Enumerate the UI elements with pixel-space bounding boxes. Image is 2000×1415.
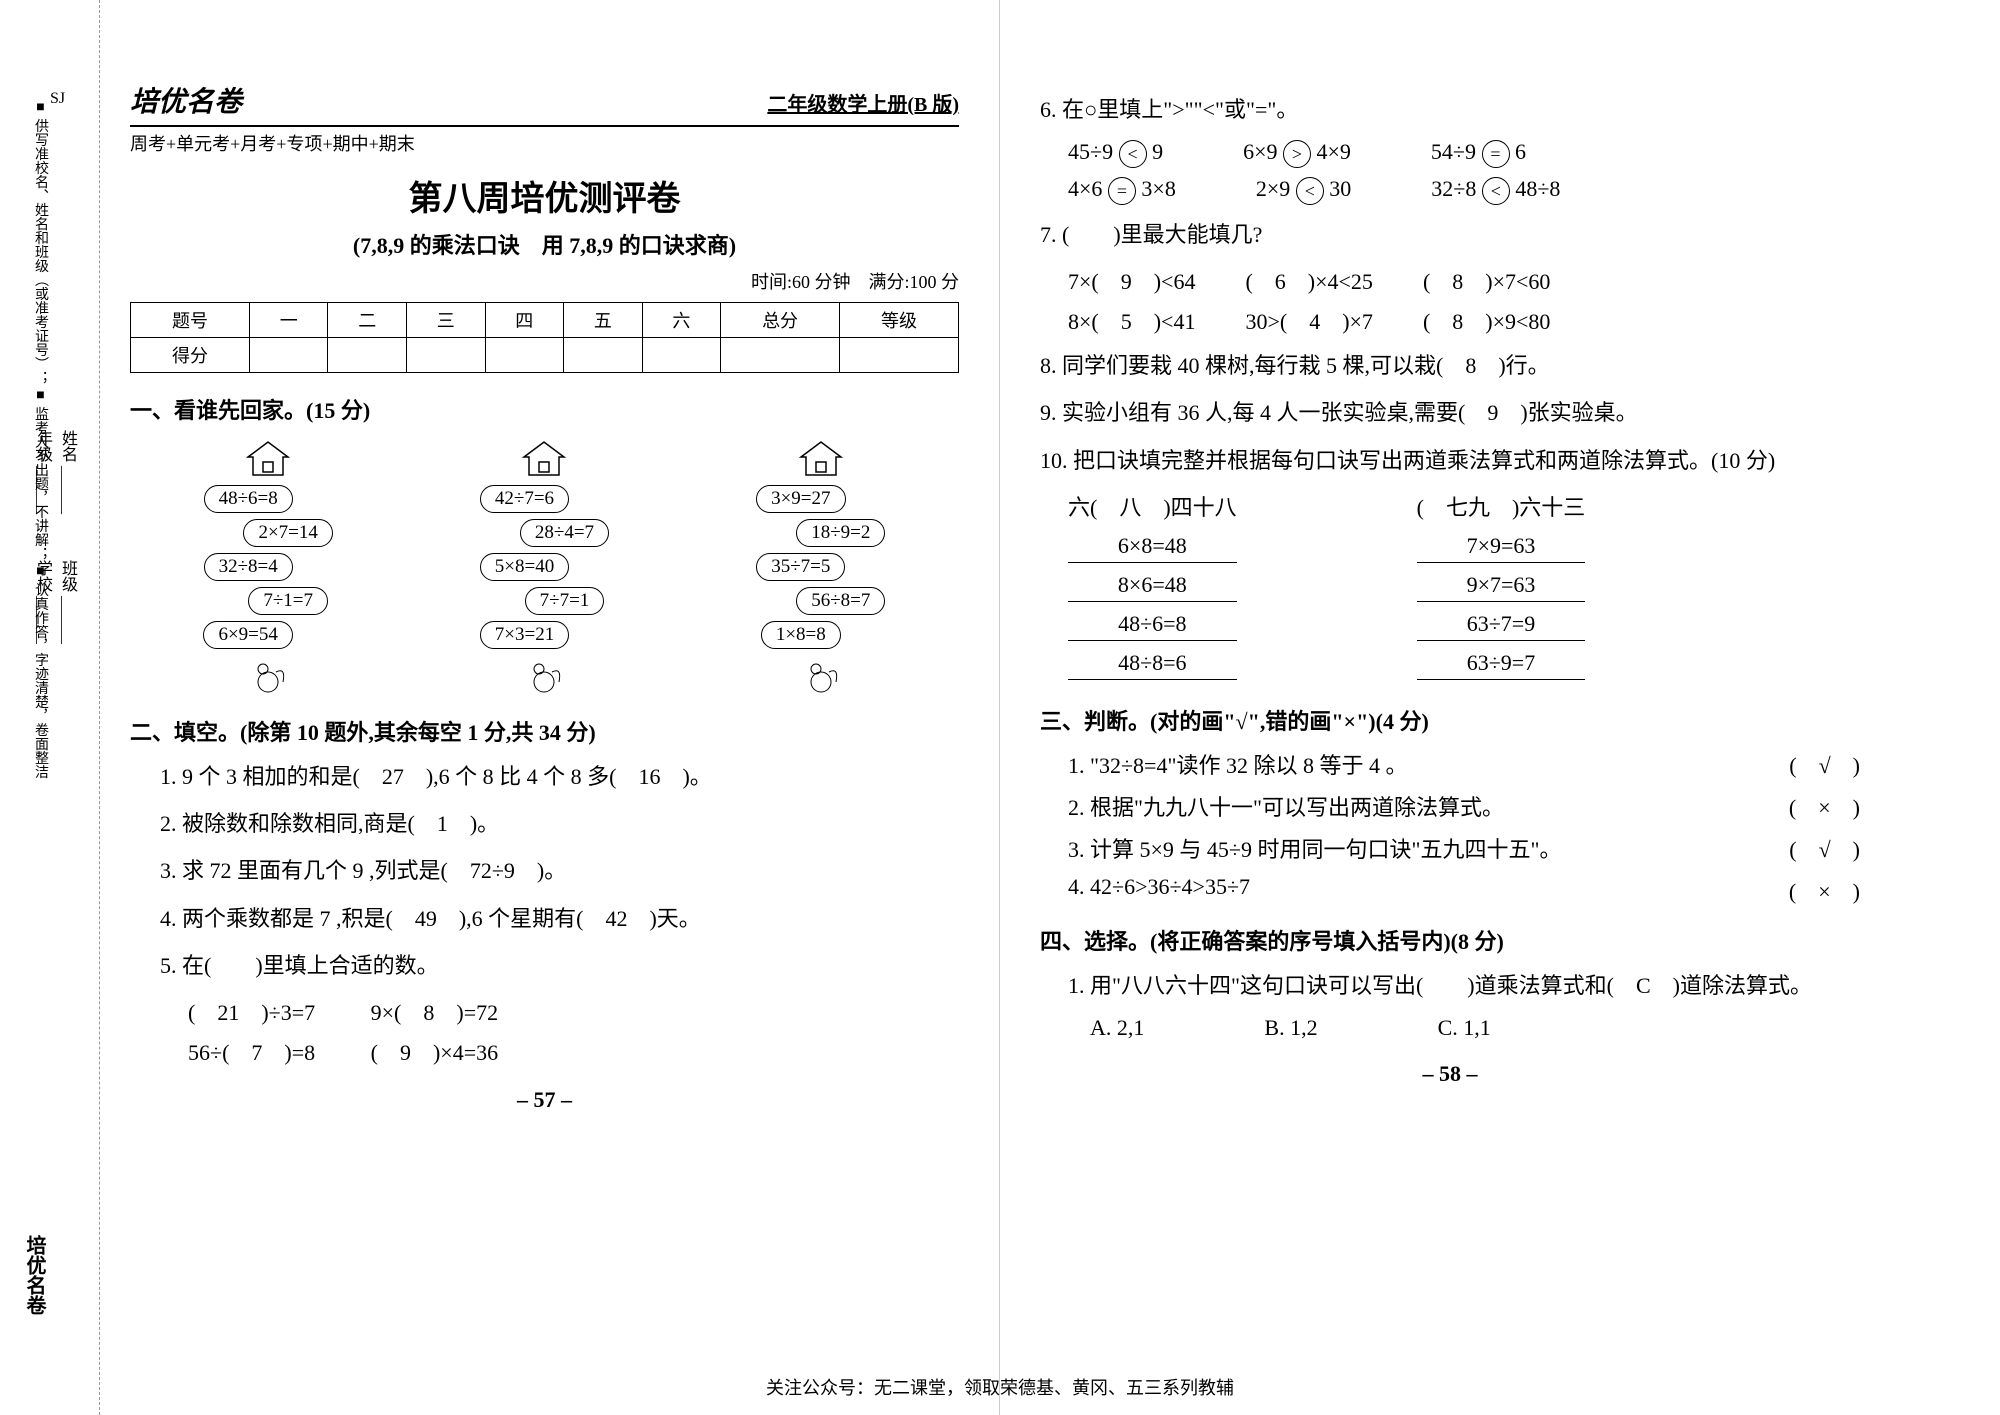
q2-8: 8. 同学们要栽 40 棵树,每行栽 5 棵,可以栽( 8 )行。 xyxy=(1040,348,1860,383)
section2-title: 二、填空。(除第 10 题外,其余每空 1 分,共 34 分) xyxy=(130,715,959,747)
main-title: 第八周培优测评卷 xyxy=(130,171,959,220)
judge-item: 2. 根据"九九八十一"可以写出两道除法算式。( × ) xyxy=(1068,790,1860,822)
comp-item: 2×9 < 30 xyxy=(1256,176,1351,205)
page-num-right: – 58 – xyxy=(1040,1061,1860,1087)
sidebar-brand: 培优名卷 xyxy=(20,1235,49,1315)
house-col-1: 48÷6=8 2×7=14 32÷8=4 7÷1=7 6×9=54 xyxy=(178,437,358,697)
table-row: 题号 一 二 三 四 五 六 总分 等级 xyxy=(131,303,959,338)
comp-item: 32÷8 < 48÷8 xyxy=(1431,176,1560,205)
footer-note: 关注公众号：无二课堂，领取荣德基、黄冈、五三系列教辅 xyxy=(766,1374,1234,1400)
judge-item: 4. 42÷6>36÷4>35÷7( × ) xyxy=(1068,874,1860,906)
brand-logo: 培优名卷 xyxy=(130,80,242,120)
koujue-section: 六( 八 )四十八 6×8=48 8×6=48 48÷6=8 48÷8=6 ( … xyxy=(1068,490,1860,686)
comp-item: 4×6 = 3×8 xyxy=(1068,176,1176,205)
section3-title: 三、判断。(对的画"√",错的画"×")(4 分) xyxy=(1040,704,1860,736)
right-page: 6. 在○里填上">""<"或"="。 45÷9 < 9 6×9 > 4×9 5… xyxy=(1000,0,1900,1415)
score-table: 题号 一 二 三 四 五 六 总分 等级 得分 xyxy=(130,302,959,373)
section1-title: 一、看谁先回家。(15 分) xyxy=(130,393,959,425)
label-name: 姓名 ______ xyxy=(55,430,79,514)
comp-item: 6×9 > 4×9 xyxy=(1243,139,1351,168)
q2-2: 2. 被除数和除数相同,商是( 1 )。 xyxy=(160,806,959,841)
q2-9: 9. 实验小组有 36 人,每 4 人一张实验桌,需要( 9 )张实验桌。 xyxy=(1040,395,1860,430)
squirrel-icon xyxy=(248,657,288,697)
houses-diagram: 48÷6=8 2×7=14 32÷8=4 7÷1=7 6×9=54 42÷7=6… xyxy=(130,437,959,697)
q2-10: 10. 把口诀填完整并根据每句口诀写出两道乘法算式和两道除法算式。(10 分) xyxy=(1040,443,1860,478)
binding-sidebar: SJ ■ 供写准校名、姓名和班级（或准考证号）； ■ 监考人不出题，不讲解； ■… xyxy=(0,0,100,1415)
q2-3: 3. 求 72 里面有几个 9 ,列式是( 72÷9 )。 xyxy=(160,853,959,888)
comp-item: 45÷9 < 9 xyxy=(1068,139,1163,168)
house-col-3: 3×9=27 18÷9=2 35÷7=5 56÷8=7 1×8=8 xyxy=(731,437,911,697)
q2-6: 6. 在○里填上">""<"或"="。 xyxy=(1040,92,1860,127)
squirrel-icon xyxy=(524,657,564,697)
comp-item: 54÷9 = 6 xyxy=(1431,139,1526,168)
q4-1: 1. 用"八八六十四"这句口诀可以写出( )道乘法算式和( C )道除法算式。 xyxy=(1040,968,1860,1003)
judge-item: 1. "32÷8=4"读作 32 除以 8 等于 4 。( √ ) xyxy=(1068,748,1860,780)
sub-header: 周考+单元考+月考+专项+期中+期末 xyxy=(130,125,959,156)
section4-title: 四、选择。(将正确答案的序号填入括号内)(8 分) xyxy=(1040,924,1860,956)
grade-label: 二年级数学上册(B 版) xyxy=(767,88,959,117)
judge-item: 3. 计算 5×9 与 45÷9 时用同一句口诀"五九四十五"。( √ ) xyxy=(1068,832,1860,864)
top-mark: SJ xyxy=(50,90,65,108)
page-num-left: – 57 – xyxy=(130,1087,959,1113)
house-icon xyxy=(243,437,293,477)
subtitle: (7,8,9 的乘法口诀 用 7,8,9 的口诀求商) xyxy=(130,228,959,260)
q2-5: 5. 在( )里填上合适的数。 xyxy=(160,948,959,983)
squirrel-icon xyxy=(801,657,841,697)
q2-4: 4. 两个乘数都是 7 ,积是( 49 ),6 个星期有( 42 )天。 xyxy=(160,901,959,936)
house-icon xyxy=(796,437,846,477)
table-row: 得分 xyxy=(131,338,959,373)
house-col-2: 42÷7=6 28÷4=7 5×8=40 7÷7=1 7×3=21 xyxy=(454,437,634,697)
label-school: 学校 ______ xyxy=(30,560,54,644)
q2-1: 1. 9 个 3 相加的和是( 27 ),6 个 8 比 4 个 8 多( 16… xyxy=(160,759,959,794)
left-page: 培优名卷 二年级数学上册(B 版) 周考+单元考+月考+专项+期中+期末 第八周… xyxy=(100,0,1000,1415)
label-class: 班级 ______ xyxy=(55,560,79,644)
q2-7: 7. ( )里最大能填几? xyxy=(1040,217,1860,252)
house-icon xyxy=(519,437,569,477)
label-grade: 年级 ______ xyxy=(30,430,54,514)
time-score: 时间:60 分钟 满分:100 分 xyxy=(130,268,959,294)
